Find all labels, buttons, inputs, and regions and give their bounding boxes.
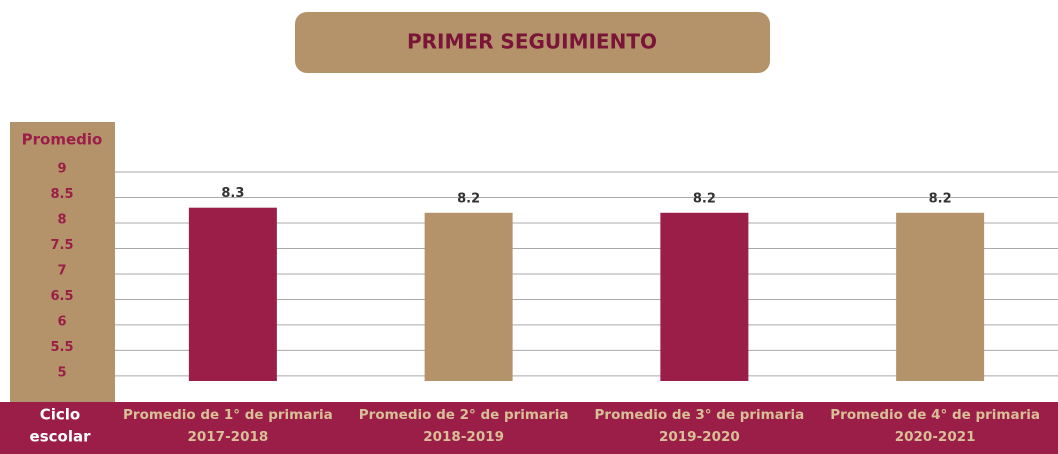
x-axis-label: escolar (30, 428, 92, 446)
x-tick-label: 2020-2021 (895, 429, 976, 445)
y-tick-label: 9 (57, 162, 66, 177)
y-tick-label: 5.5 (50, 340, 73, 355)
y-axis-panel (10, 122, 115, 402)
value-label: 8.3 (221, 186, 244, 201)
y-tick-label: 6.5 (50, 289, 73, 304)
value-label: 8.2 (929, 191, 952, 206)
x-tick-label: Promedio de 1° de primaria (123, 407, 333, 423)
bar (424, 212, 513, 381)
x-tick-label: 2019-2020 (659, 429, 740, 445)
value-label: 8.2 (457, 191, 480, 206)
x-tick-label: Promedio de 4° de primaria (830, 407, 1040, 423)
x-axis-band (0, 402, 1058, 454)
x-tick-label: 2017-2018 (188, 429, 269, 445)
value-label: 8.2 (693, 191, 716, 206)
y-tick-label: 6 (57, 314, 66, 329)
bar (660, 212, 749, 381)
bar (188, 207, 277, 381)
y-tick-label: 8 (57, 212, 66, 227)
title-box (295, 12, 770, 73)
y-axis-label: Promedio (22, 131, 103, 149)
x-axis-label: Ciclo (40, 406, 81, 424)
y-tick-label: 7 (57, 263, 66, 278)
x-tick-label: Promedio de 2° de primaria (359, 407, 569, 423)
x-tick-label: Promedio de 3° de primaria (595, 407, 805, 423)
x-tick-label: 2018-2019 (423, 429, 504, 445)
chart-title: PRIMER SEGUIMIENTO (407, 30, 657, 54)
y-tick-label: 7.5 (50, 238, 73, 253)
bar (896, 212, 985, 381)
y-tick-label: 5 (57, 365, 66, 380)
y-tick-label: 8.5 (50, 187, 73, 202)
